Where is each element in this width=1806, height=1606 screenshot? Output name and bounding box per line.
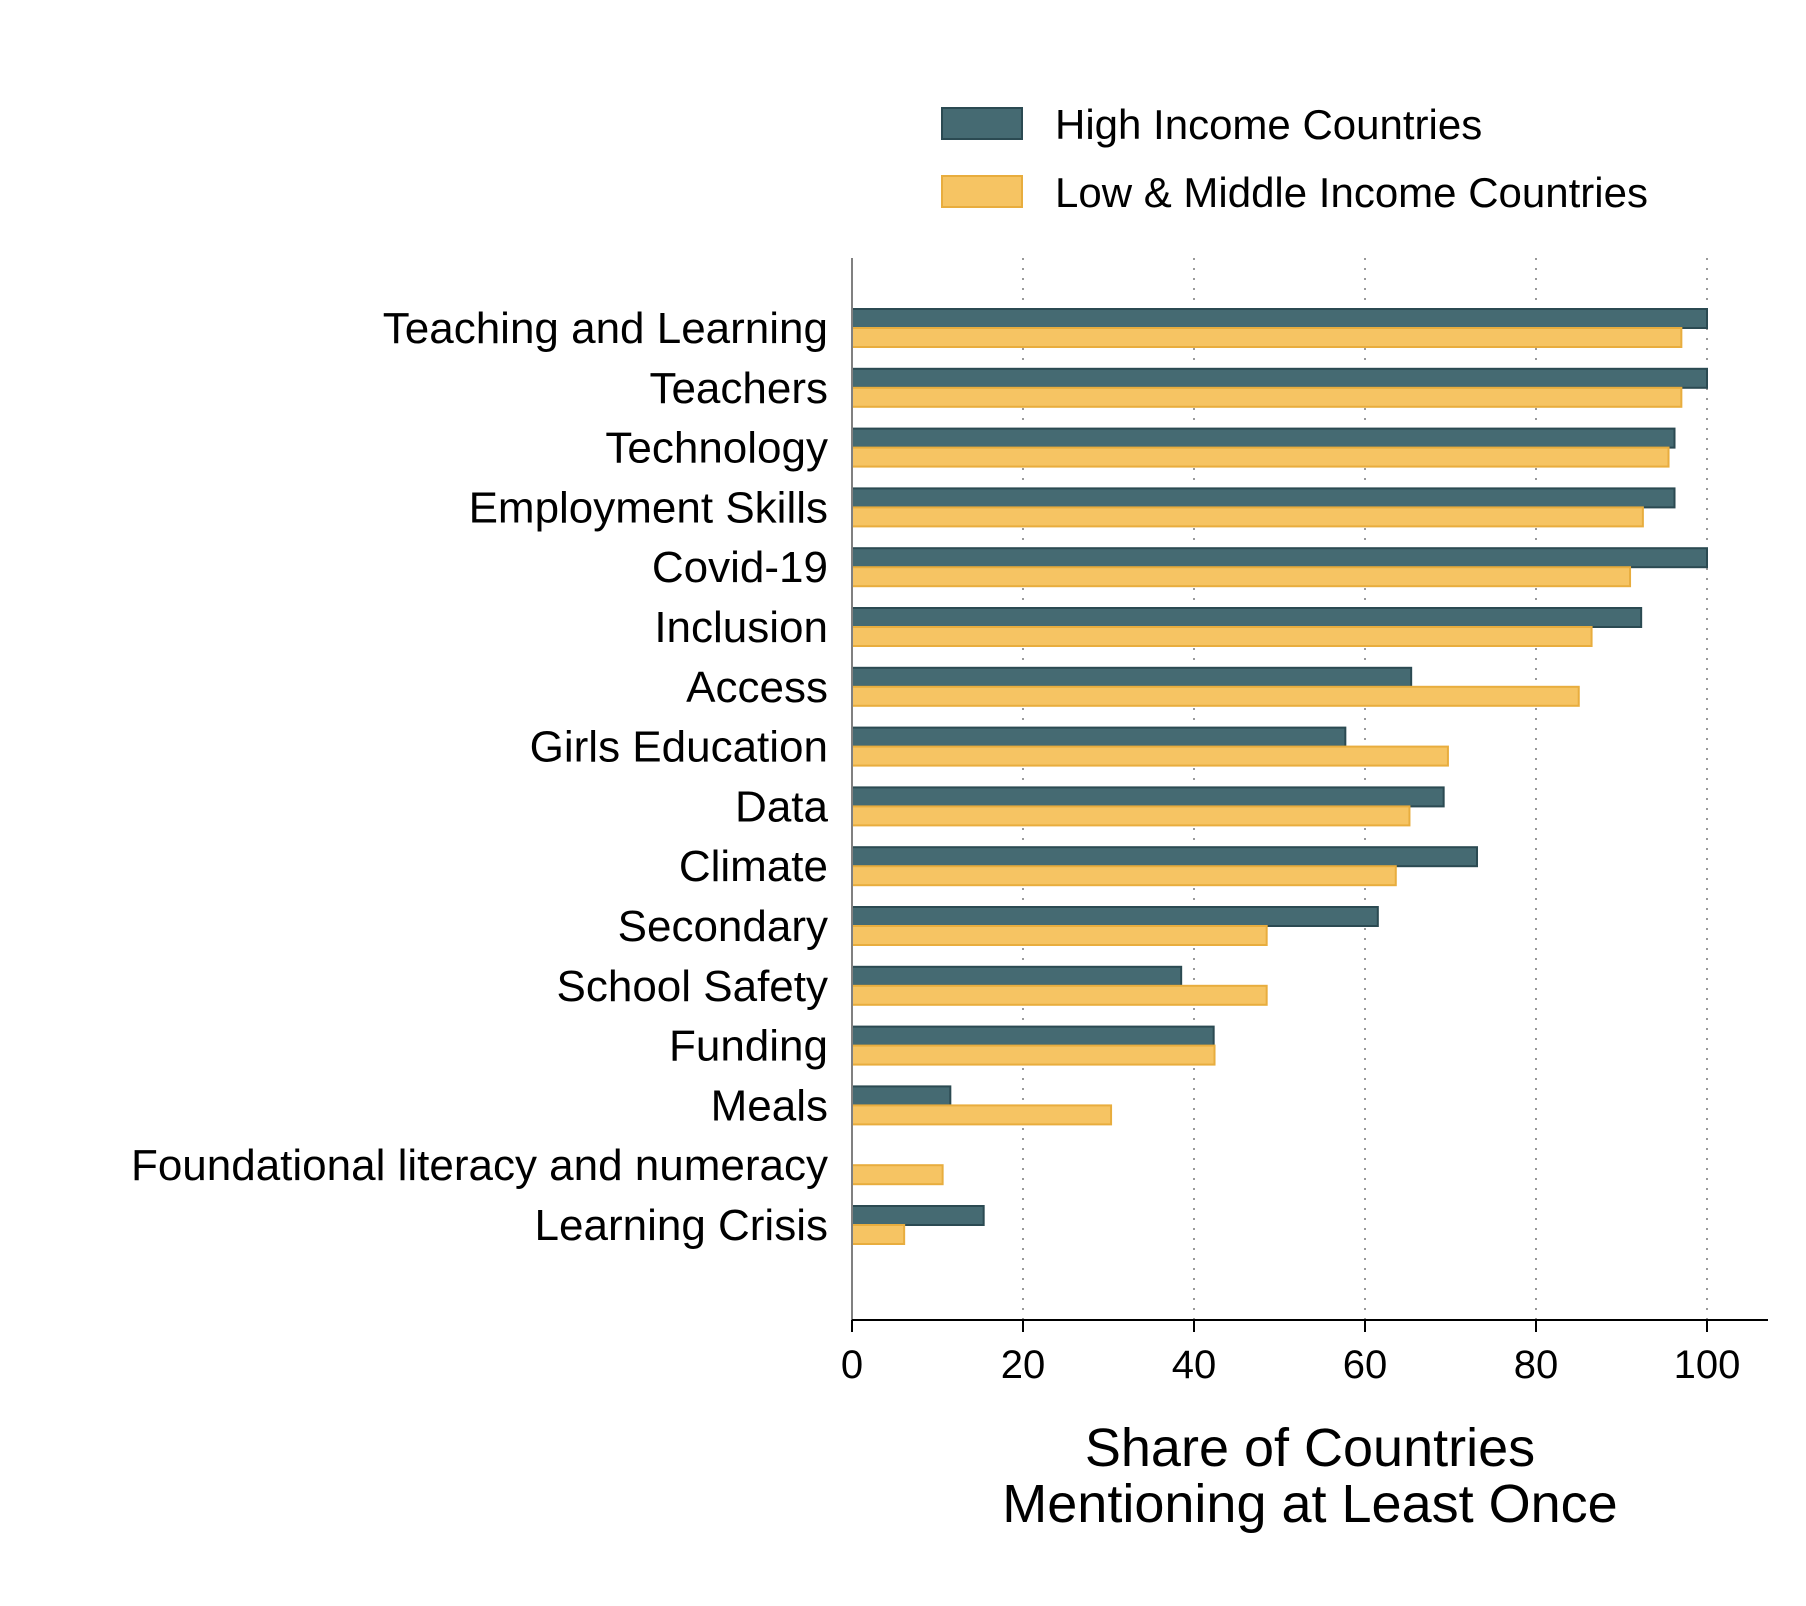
legend-swatch-low-middle-income	[941, 175, 1023, 208]
category-label: Funding	[669, 1022, 828, 1071]
bar-low-middle-income-technology	[851, 446, 1670, 468]
x-tick-label-60: 60	[1343, 1343, 1388, 1387]
x-axis-label-line-1: Share of Countries	[1085, 1418, 1535, 1478]
bar-low-middle-income-employment-skills	[851, 506, 1644, 528]
category-label: Data	[735, 782, 828, 831]
bar-high-income-secondary	[851, 906, 1379, 927]
bar-high-income-access	[851, 666, 1413, 688]
x-tick-label-80: 80	[1514, 1343, 1559, 1387]
bar-high-income-employment-skills	[851, 487, 1676, 509]
bar-high-income-technology	[851, 427, 1676, 449]
category-labels: Teaching and Learning Teachers Technology E…	[131, 304, 829, 1250]
bar-high-income-inclusion	[851, 607, 1643, 628]
bar-low-middle-income-girls-education	[851, 745, 1449, 767]
legend-label-high-income: High Income Countries	[1055, 101, 1482, 148]
bar-low-middle-income-funding	[851, 1044, 1216, 1066]
legend: High Income Countries Low & Middle Incom…	[941, 101, 1648, 216]
bar-high-income-learning-crisis	[851, 1205, 985, 1226]
category-label: Technology	[605, 424, 828, 473]
category-label: Teachers	[649, 364, 828, 413]
category-label: Girls Education	[530, 723, 828, 772]
x-tick-label-20: 20	[1001, 1343, 1046, 1387]
x-axis-label-line-2: Mentioning at Least Once	[1002, 1474, 1617, 1534]
category-label: Climate	[679, 842, 828, 891]
bars	[851, 308, 1708, 1245]
bar-high-income-climate	[851, 846, 1479, 868]
category-label: Teaching and Learning	[383, 304, 828, 353]
category-label: Meals	[711, 1081, 828, 1130]
bar-high-income-data	[851, 786, 1445, 808]
bar-high-income-school-safety	[851, 965, 1183, 987]
bar-high-income-covid-19	[851, 547, 1708, 569]
axes	[851, 258, 1768, 1321]
bar-high-income-funding	[851, 1025, 1215, 1047]
category-label: Employment Skills	[469, 483, 828, 532]
legend-swatch-high-income	[941, 107, 1023, 140]
x-ticks: 0 20 40 60 80 100	[841, 1320, 1741, 1387]
x-tick-label-40: 40	[1172, 1343, 1217, 1387]
bar-low-middle-income-meals	[851, 1104, 1113, 1126]
bar-high-income-teaching-and-learning	[851, 308, 1708, 329]
bar-low-middle-income-school-safety	[851, 984, 1268, 1006]
bar-low-middle-income-secondary	[851, 925, 1268, 946]
bar-low-middle-income-climate	[851, 865, 1397, 887]
bar-high-income-girls-education	[851, 726, 1347, 748]
bar-low-middle-income-inclusion	[851, 626, 1593, 647]
x-tick-label-100: 100	[1674, 1343, 1741, 1387]
bar-high-income-teachers	[851, 367, 1708, 389]
bar-low-middle-income-learning-crisis	[851, 1224, 906, 1245]
x-tick-label-0: 0	[841, 1343, 863, 1387]
category-label: Secondary	[618, 902, 828, 951]
bar-low-middle-income-teaching-and-learning	[851, 327, 1683, 348]
category-label: School Safety	[557, 962, 829, 1011]
bar-high-income-meals	[851, 1085, 952, 1107]
category-label: Learning Crisis	[535, 1201, 828, 1250]
category-label: Access	[686, 663, 828, 712]
bar-low-middle-income-access	[851, 685, 1580, 707]
bar-low-middle-income-data	[851, 805, 1411, 827]
legend-label-low-middle-income: Low & Middle Income Countries	[1055, 169, 1648, 216]
bar-low-middle-income-teachers	[851, 386, 1683, 408]
category-label: Foundational literacy and numeracy	[131, 1141, 828, 1190]
category-label: Covid-19	[652, 543, 828, 592]
bar-low-middle-income-covid-19	[851, 566, 1632, 588]
category-label: Inclusion	[654, 603, 828, 652]
bar-low-middle-income-foundational-literacy-and-numeracy	[851, 1164, 944, 1186]
